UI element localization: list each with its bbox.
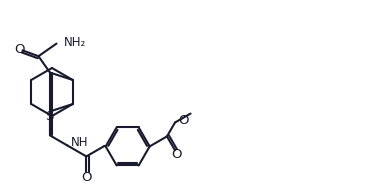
Text: NH₂: NH₂ (63, 36, 86, 49)
Text: O: O (172, 148, 182, 161)
Text: O: O (81, 171, 92, 184)
Text: O: O (178, 114, 189, 127)
Text: O: O (14, 43, 24, 56)
Text: NH: NH (71, 136, 89, 149)
Text: S: S (45, 110, 53, 123)
